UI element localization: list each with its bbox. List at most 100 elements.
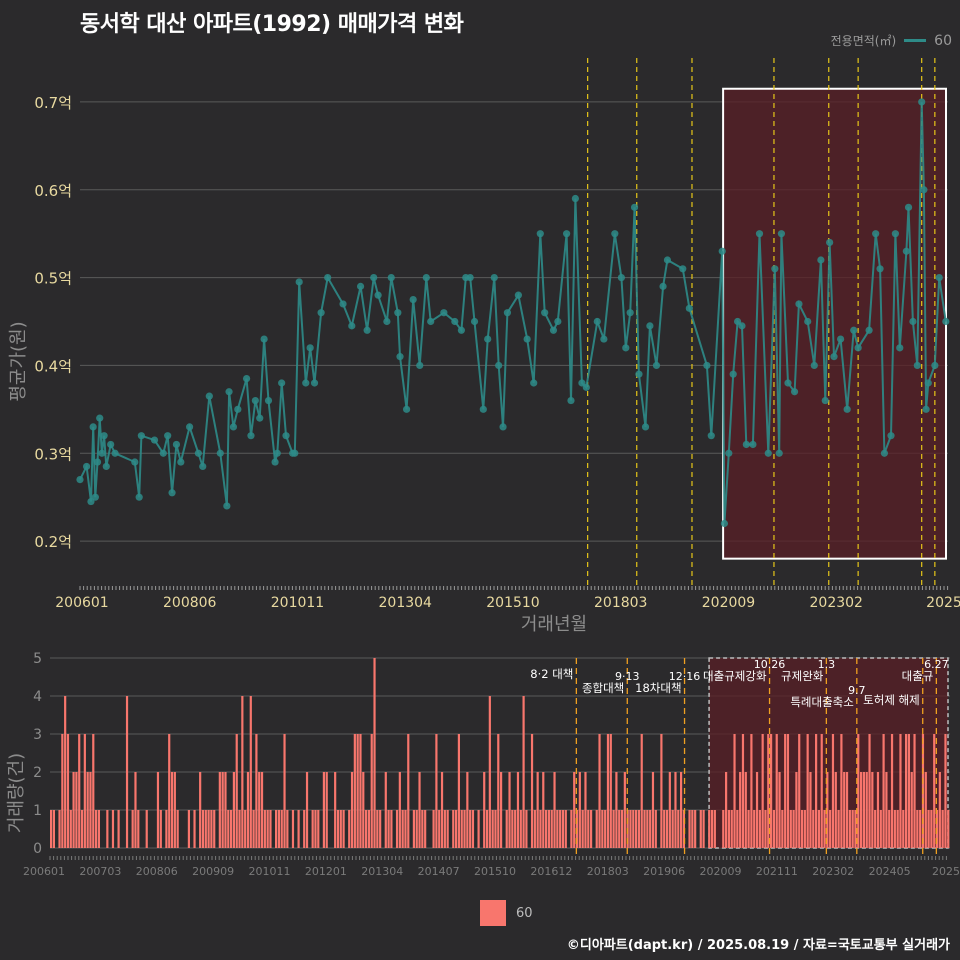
volume-bar <box>874 810 877 848</box>
volume-bar <box>680 772 683 848</box>
top-x-tick-label: 202302 <box>810 595 863 611</box>
volume-bar <box>758 810 761 848</box>
volume-bar <box>249 696 252 848</box>
price-point <box>495 361 503 370</box>
volume-bar <box>440 772 444 848</box>
price-point <box>278 379 286 387</box>
price-point <box>370 273 378 282</box>
price-point <box>935 273 943 282</box>
volume-bar <box>117 810 120 848</box>
volume-bar <box>488 696 491 848</box>
volume-bar <box>755 772 759 848</box>
volume-bar <box>781 810 784 848</box>
price-point <box>247 432 255 440</box>
price-point <box>348 322 356 330</box>
price-point <box>593 317 601 326</box>
volume-bar <box>483 772 486 848</box>
volume-bar <box>263 810 266 848</box>
volume-bar <box>674 772 677 848</box>
bottom-x-tick-label: 201510 <box>474 865 516 878</box>
volume-bar <box>772 810 776 848</box>
volume-bar <box>654 810 657 848</box>
volume-bar <box>876 772 880 848</box>
price-point <box>111 449 119 457</box>
price-point <box>394 309 402 317</box>
volume-bar <box>584 772 587 848</box>
price-point <box>295 278 303 286</box>
volume-bar <box>69 810 72 848</box>
top-y-tick-label: 0.4억 <box>34 357 72 375</box>
volume-bar <box>671 810 674 848</box>
volume-bar <box>646 810 649 848</box>
volume-bar <box>761 734 764 848</box>
volume-bar <box>764 810 767 848</box>
bottom-y-tick-label: 4 <box>33 689 42 705</box>
volume-bar <box>573 772 576 848</box>
bottom-x-tick-label: 201906 <box>643 865 685 878</box>
bottom-x-tick-label: 201612 <box>530 865 572 878</box>
volume-bar <box>933 734 936 848</box>
volume-bar <box>438 810 441 848</box>
price-point <box>107 440 115 449</box>
volume-bar <box>170 772 174 848</box>
policy-event-date: 1.3 <box>818 658 836 671</box>
price-point <box>600 335 608 343</box>
volume-bar <box>806 734 809 848</box>
price-point <box>821 396 829 405</box>
volume-bar <box>455 810 458 848</box>
bottom-x-tick-label: 200703 <box>79 865 121 878</box>
volume-bar <box>491 810 494 848</box>
volume-bar <box>649 810 652 848</box>
volume-bar <box>668 772 671 848</box>
volume-bar <box>651 772 655 848</box>
price-point <box>718 247 726 255</box>
volume-bar <box>106 810 109 848</box>
price-point <box>630 203 639 211</box>
price-point <box>541 309 549 317</box>
bottom-x-tick-label: 202405 <box>869 865 911 878</box>
price-point <box>931 361 939 370</box>
volume-bar <box>896 810 899 848</box>
volume-bar <box>201 810 205 848</box>
price-point <box>707 432 715 440</box>
volume-bar <box>823 810 826 848</box>
volume-bar <box>640 734 643 848</box>
volume-bar <box>336 810 340 848</box>
volume-bar <box>241 696 244 848</box>
volume-bar <box>348 810 351 848</box>
bottom-x-tick-label: 200601 <box>23 865 65 878</box>
volume-bar <box>727 810 731 848</box>
price-point <box>242 374 251 383</box>
volume-bar <box>623 772 626 848</box>
price-point <box>223 502 231 510</box>
volume-bar <box>199 772 202 848</box>
price-point <box>422 273 430 282</box>
price-point <box>635 370 643 378</box>
volume-bar <box>817 810 821 848</box>
price-point <box>876 265 884 273</box>
top-x-tick-label: 201011 <box>271 595 324 611</box>
volume-bar <box>798 734 801 848</box>
top-x-tick-label: 201304 <box>379 595 433 611</box>
volume-bar <box>280 810 283 848</box>
volume-bar <box>246 772 250 848</box>
volume-bar <box>643 810 646 848</box>
volume-bar <box>230 810 233 848</box>
volume-bar <box>927 810 930 848</box>
price-point <box>82 462 91 471</box>
volume-bar <box>784 734 787 848</box>
volume-bar <box>632 810 635 848</box>
price-point <box>626 309 634 317</box>
volume-bar <box>736 810 739 848</box>
volume-bar <box>590 810 593 848</box>
volume-bar <box>452 810 455 848</box>
volume-bar <box>916 810 919 848</box>
volume-bar <box>629 810 632 848</box>
volume-bar <box>800 810 804 848</box>
volume-bar <box>477 810 480 848</box>
bottom-x-tick-label: 202302 <box>812 865 854 878</box>
price-point <box>549 326 558 334</box>
price-point <box>582 383 590 391</box>
price-point <box>87 497 95 506</box>
volume-bar <box>862 772 866 848</box>
